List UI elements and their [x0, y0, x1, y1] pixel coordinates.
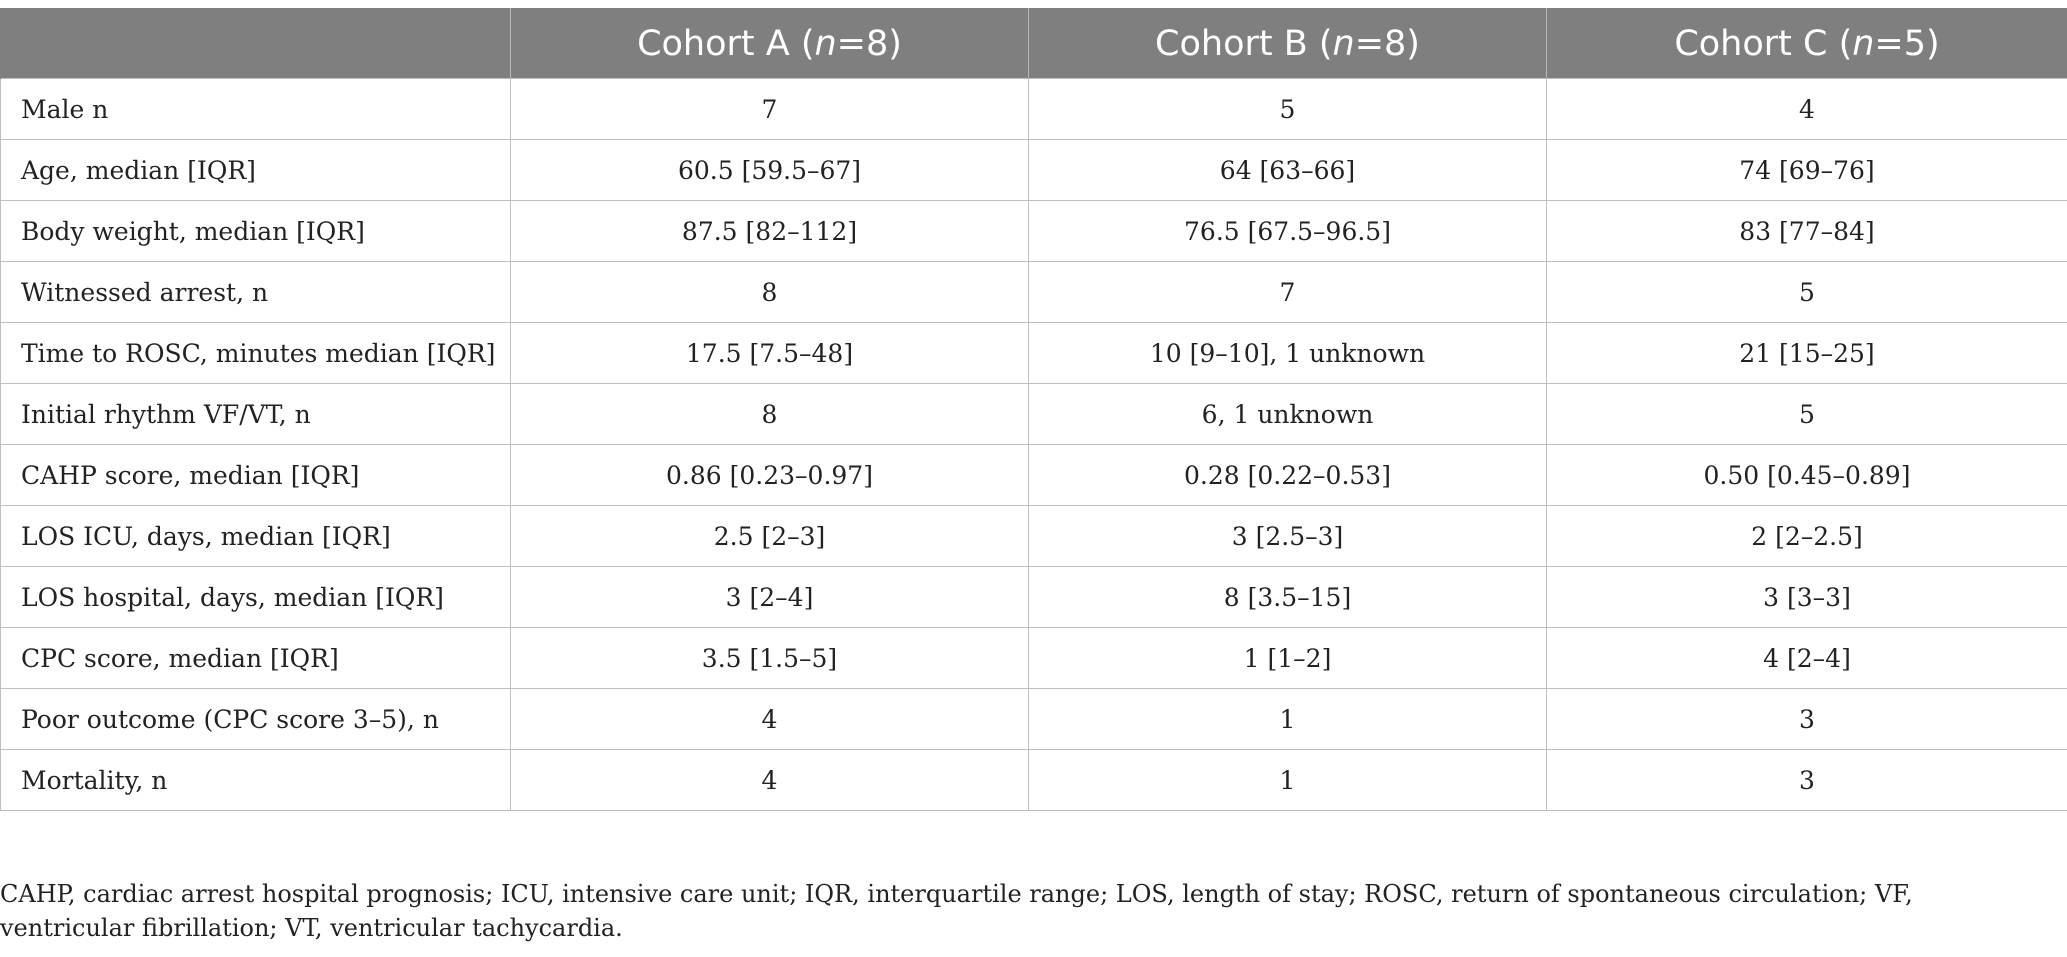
- cohort-b-value: 6, 1 unknown: [1028, 383, 1547, 445]
- cohort-c-value: 3: [1546, 749, 2067, 811]
- cohort-b-value: 8 [3.5–15]: [1028, 566, 1547, 628]
- row-label: LOS hospital, days, median [IQR]: [0, 566, 511, 628]
- cohort-a-value: 4: [510, 688, 1029, 750]
- cohort-a-value: 8: [510, 383, 1029, 445]
- cohort-b-value: 64 [63–66]: [1028, 139, 1547, 201]
- row-label: Mortality, n: [0, 749, 511, 811]
- cohort-b-value: 1: [1028, 688, 1547, 750]
- cohort-characteristics-table: Cohort A (n=8) Cohort B (n=8) Cohort C (…: [0, 8, 2067, 811]
- cohort-b-value: 7: [1028, 261, 1547, 323]
- table-row: LOS ICU, days, median [IQR] 2.5 [2–3] 3 …: [0, 505, 2067, 567]
- cohort-c-value: 4: [1546, 78, 2067, 140]
- cohort-b-value: 1 [1–2]: [1028, 627, 1547, 689]
- table-row: Male n 7 5 4: [0, 78, 2067, 140]
- row-label: Body weight, median [IQR]: [0, 200, 511, 262]
- table-row: LOS hospital, days, median [IQR] 3 [2–4]…: [0, 566, 2067, 628]
- cohort-b-value: 76.5 [67.5–96.5]: [1028, 200, 1547, 262]
- cohort-b-value: 0.28 [0.22–0.53]: [1028, 444, 1547, 506]
- table-row: CPC score, median [IQR] 3.5 [1.5–5] 1 [1…: [0, 627, 2067, 689]
- cohort-b-value: 5: [1028, 78, 1547, 140]
- cohort-a-value: 8: [510, 261, 1029, 323]
- cohort-table-container: Cohort A (n=8) Cohort B (n=8) Cohort C (…: [0, 8, 2067, 811]
- cohort-a-value: 17.5 [7.5–48]: [510, 322, 1029, 384]
- table-row: Age, median [IQR] 60.5 [59.5–67] 64 [63–…: [0, 139, 2067, 201]
- cohort-a-value: 3.5 [1.5–5]: [510, 627, 1029, 689]
- cohort-c-value: 83 [77–84]: [1546, 200, 2067, 262]
- cohort-c-value: 4 [2–4]: [1546, 627, 2067, 689]
- cohort-a-value: 4: [510, 749, 1029, 811]
- cohort-c-value: 74 [69–76]: [1546, 139, 2067, 201]
- cohort-c-value: 3 [3–3]: [1546, 566, 2067, 628]
- cohort-a-value: 87.5 [82–112]: [510, 200, 1029, 262]
- cohort-a-value: 3 [2–4]: [510, 566, 1029, 628]
- row-label: CAHP score, median [IQR]: [0, 444, 511, 506]
- cohort-c-value: 0.50 [0.45–0.89]: [1546, 444, 2067, 506]
- table-row: CAHP score, median [IQR] 0.86 [0.23–0.97…: [0, 444, 2067, 506]
- header-cohort-a: Cohort A (n=8): [510, 8, 1029, 79]
- table-body: Male n 7 5 4 Age, median [IQR] 60.5 [59.…: [0, 78, 2067, 811]
- row-label: Time to ROSC, minutes median [IQR]: [0, 322, 511, 384]
- table-row: Poor outcome (CPC score 3–5), n 4 1 3: [0, 688, 2067, 750]
- table-row: Mortality, n 4 1 3: [0, 749, 2067, 811]
- cohort-c-value: 3: [1546, 688, 2067, 750]
- cohort-b-value: 1: [1028, 749, 1547, 811]
- cohort-c-value: 5: [1546, 261, 2067, 323]
- header-cohort-b: Cohort B (n=8): [1028, 8, 1547, 79]
- cohort-c-value: 21 [15–25]: [1546, 322, 2067, 384]
- cohort-a-value: 7: [510, 78, 1029, 140]
- row-label: CPC score, median [IQR]: [0, 627, 511, 689]
- table-row: Body weight, median [IQR] 87.5 [82–112] …: [0, 200, 2067, 262]
- row-label: Witnessed arrest, n: [0, 261, 511, 323]
- cohort-a-value: 60.5 [59.5–67]: [510, 139, 1029, 201]
- row-label: Male n: [0, 78, 511, 140]
- cohort-a-value: 2.5 [2–3]: [510, 505, 1029, 567]
- cohort-a-value: 0.86 [0.23–0.97]: [510, 444, 1029, 506]
- table-row: Witnessed arrest, n 8 7 5: [0, 261, 2067, 323]
- cohort-c-value: 2 [2–2.5]: [1546, 505, 2067, 567]
- table-row: Time to ROSC, minutes median [IQR] 17.5 …: [0, 322, 2067, 384]
- table-header: Cohort A (n=8) Cohort B (n=8) Cohort C (…: [0, 8, 2067, 79]
- row-label: LOS ICU, days, median [IQR]: [0, 505, 511, 567]
- row-label: Initial rhythm VF/VT, n: [0, 383, 511, 445]
- header-cohort-c: Cohort C (n=5): [1546, 8, 2067, 79]
- header-row: Cohort A (n=8) Cohort B (n=8) Cohort C (…: [0, 8, 2067, 79]
- cohort-b-value: 10 [9–10], 1 unknown: [1028, 322, 1547, 384]
- table-row: Initial rhythm VF/VT, n 8 6, 1 unknown 5: [0, 383, 2067, 445]
- row-label: Age, median [IQR]: [0, 139, 511, 201]
- row-label: Poor outcome (CPC score 3–5), n: [0, 688, 511, 750]
- table-footnote: CAHP, cardiac arrest hospital prognosis;…: [0, 880, 1913, 942]
- header-cell-empty: [0, 8, 511, 79]
- cohort-b-value: 3 [2.5–3]: [1028, 505, 1547, 567]
- cohort-c-value: 5: [1546, 383, 2067, 445]
